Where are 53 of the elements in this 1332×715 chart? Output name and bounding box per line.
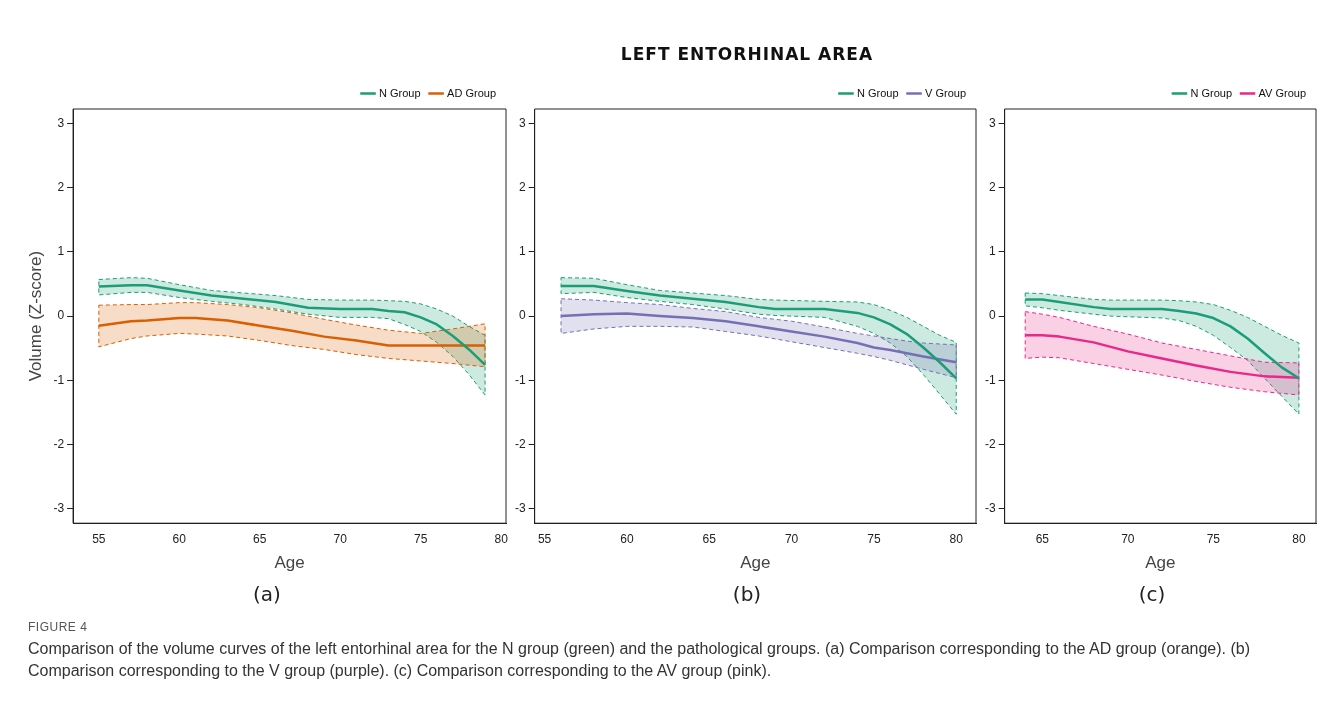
y-tick-label: -3 bbox=[985, 500, 996, 515]
x-tick-label: 75 bbox=[1206, 531, 1221, 546]
y-tick-label: 1 bbox=[518, 244, 526, 259]
legend-label: AV Group bbox=[1258, 86, 1307, 99]
y-tick-label: -1 bbox=[515, 372, 526, 387]
y-tick-label: -3 bbox=[53, 500, 65, 515]
y-tick-label: 0 bbox=[57, 308, 65, 323]
caption: FIGURE 4 bbox=[28, 620, 89, 634]
y-axis-title: Volume (Z-score) bbox=[25, 250, 45, 382]
x-tick-label: 80 bbox=[494, 531, 509, 546]
y-tick-label: 3 bbox=[518, 116, 526, 131]
x-tick-label: 80 bbox=[1292, 531, 1306, 546]
x-tick-label: 65 bbox=[253, 531, 267, 546]
text: (b) bbox=[731, 582, 763, 606]
y-tick-label: 2 bbox=[518, 180, 526, 195]
legend-label: N Group bbox=[1190, 86, 1233, 99]
y-tick-label: 0 bbox=[988, 308, 996, 323]
x-axis-title: Age bbox=[740, 553, 771, 573]
x-tick-label: 75 bbox=[414, 531, 428, 546]
x-tick-label: 80 bbox=[949, 531, 964, 546]
legend-label: V Group bbox=[925, 86, 966, 99]
y-tick-label: 3 bbox=[988, 116, 996, 131]
y-tick-label: -3 bbox=[515, 500, 526, 515]
y-tick-label: 3 bbox=[57, 116, 65, 131]
legend-label: N Group bbox=[856, 86, 899, 99]
x-axis-title: Age bbox=[1145, 553, 1176, 573]
chart-title: LEFT ENTORHINAL AREA bbox=[619, 44, 875, 64]
y-tick-label: -1 bbox=[985, 372, 996, 387]
y-tick-label: 2 bbox=[57, 180, 65, 195]
x-tick-label: 65 bbox=[702, 531, 717, 546]
y-tick-label: 1 bbox=[57, 244, 65, 259]
x-tick-label: 60 bbox=[172, 531, 187, 546]
y-tick-label: -2 bbox=[985, 436, 996, 451]
x-tick-label: 70 bbox=[1121, 531, 1135, 546]
x-tick-label: 70 bbox=[784, 531, 799, 546]
legend-label: N Group bbox=[379, 86, 421, 99]
x-axis-title: Age bbox=[274, 553, 305, 573]
text: Comparison of the volume curves of the left entorhinal area for the N group (green) and the pathological groups. (a) Comparison corresponding to the AD group (orange). (b) Comparison corresponding to the V group (purple). (c) Comparison corresponding to the AV group (pink). bbox=[28, 639, 1251, 681]
y-tick-label: 2 bbox=[988, 180, 996, 195]
x-tick-label: 75 bbox=[867, 531, 881, 546]
x-tick-label: 55 bbox=[92, 531, 106, 546]
x-tick-label: 70 bbox=[333, 531, 348, 546]
text: (a) bbox=[252, 582, 282, 606]
y-tick-label: -2 bbox=[53, 436, 65, 451]
y-tick-label: 1 bbox=[988, 244, 996, 259]
y-tick-label: -2 bbox=[515, 436, 526, 451]
x-tick-label: 55 bbox=[537, 531, 552, 546]
legend-label: AD Group bbox=[447, 86, 497, 99]
x-tick-label: 60 bbox=[620, 531, 634, 546]
y-tick-label: 0 bbox=[518, 308, 526, 323]
x-tick-label: 65 bbox=[1035, 531, 1050, 546]
text: (c) bbox=[1137, 582, 1167, 606]
y-tick-label: -1 bbox=[53, 372, 65, 387]
